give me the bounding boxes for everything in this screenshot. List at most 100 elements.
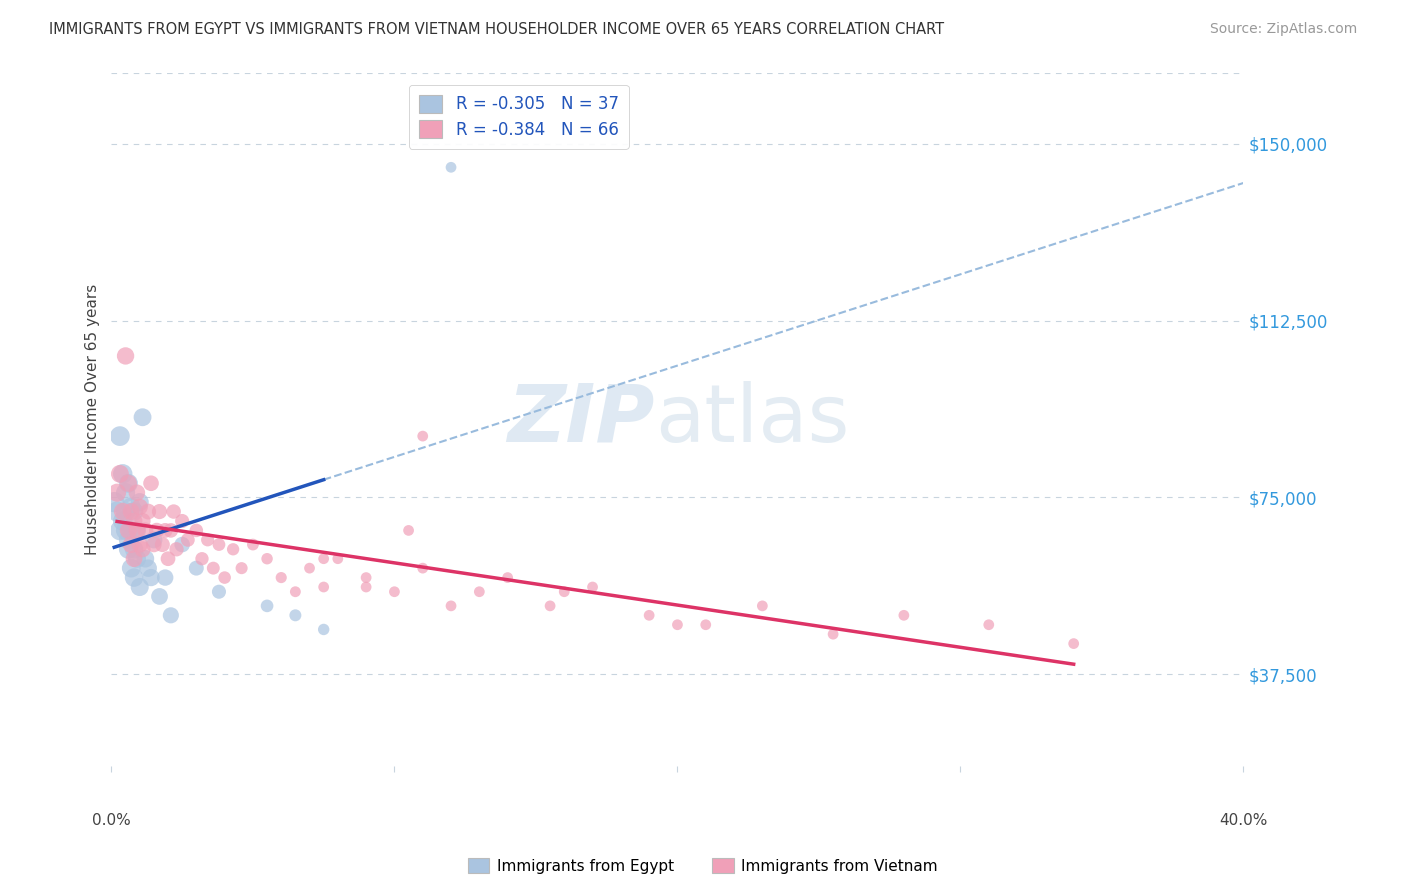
Point (553, 584, 575, 599)
Point (214, 571, 236, 585)
Point (191, 551, 214, 566)
Text: 40.0%: 40.0% (1219, 814, 1268, 829)
Point (150, 538, 173, 552)
Point (156, 551, 179, 566)
Point (114, 504, 136, 518)
Point (122, 571, 145, 585)
Point (131, 514, 153, 528)
Point (128, 580, 150, 594)
Point (298, 561, 321, 575)
Point (186, 524, 208, 538)
Point (117, 542, 139, 557)
Point (581, 580, 603, 594)
Point (468, 584, 491, 599)
Point (312, 580, 335, 594)
Point (823, 627, 845, 641)
Point (128, 495, 150, 509)
Point (893, 608, 915, 623)
Point (398, 524, 420, 538)
Point (139, 476, 162, 491)
Point (128, 500, 150, 514)
Point (122, 514, 145, 528)
Text: atlas: atlas (655, 381, 849, 458)
Point (111, 514, 134, 528)
Point (111, 467, 134, 481)
Point (117, 533, 139, 547)
Point (139, 571, 162, 585)
Point (120, 561, 142, 575)
Point (122, 551, 145, 566)
Point (977, 617, 1000, 632)
Point (117, 524, 139, 538)
Point (105, 485, 128, 500)
Point (120, 500, 142, 514)
Legend: R = -0.305   N = 37, R = -0.384   N = 66: R = -0.305 N = 37, R = -0.384 N = 66 (409, 85, 628, 149)
Point (270, 571, 292, 585)
Point (666, 617, 689, 632)
Point (148, 504, 170, 518)
Point (108, 524, 131, 538)
Point (131, 542, 153, 557)
Point (125, 551, 148, 566)
Point (751, 599, 773, 613)
Point (440, 599, 463, 613)
Point (148, 590, 170, 604)
Point (160, 608, 183, 623)
Point (638, 608, 661, 623)
Point (136, 504, 159, 518)
Point (326, 551, 349, 566)
Point (172, 514, 194, 528)
Point (136, 561, 159, 575)
Point (222, 542, 245, 557)
Point (105, 504, 128, 518)
Text: IMMIGRANTS FROM EGYPT VS IMMIGRANTS FROM VIETNAM HOUSEHOLDER INCOME OVER 65 YEAR: IMMIGRANTS FROM EGYPT VS IMMIGRANTS FROM… (49, 22, 945, 37)
Point (122, 504, 145, 518)
Y-axis label: Householder Income Over 65 years: Householder Income Over 65 years (86, 284, 100, 555)
Point (114, 524, 136, 538)
Point (177, 533, 200, 547)
Point (134, 524, 156, 538)
Legend: Immigrants from Egypt, Immigrants from Vietnam: Immigrants from Egypt, Immigrants from V… (463, 852, 943, 880)
Text: Source: ZipAtlas.com: Source: ZipAtlas.com (1209, 22, 1357, 37)
Point (172, 538, 194, 552)
Point (120, 504, 142, 518)
Point (412, 429, 434, 443)
Point (108, 467, 131, 481)
Point (114, 485, 136, 500)
Point (256, 551, 278, 566)
Point (163, 504, 186, 518)
Point (142, 533, 165, 547)
Point (284, 608, 307, 623)
Point (242, 538, 264, 552)
Point (197, 533, 219, 547)
Point (125, 485, 148, 500)
Point (695, 617, 717, 632)
Point (128, 538, 150, 552)
Point (440, 161, 463, 175)
Point (538, 599, 561, 613)
Point (284, 584, 307, 599)
Point (117, 476, 139, 491)
Point (496, 571, 519, 585)
Point (117, 476, 139, 491)
Text: ZIP: ZIP (508, 381, 655, 458)
Point (111, 504, 134, 518)
Point (120, 524, 142, 538)
Point (160, 524, 183, 538)
Point (384, 584, 406, 599)
Point (142, 538, 165, 552)
Point (145, 524, 167, 538)
Point (231, 561, 253, 575)
Point (312, 623, 335, 637)
Point (208, 538, 231, 552)
Point (134, 551, 156, 566)
Point (166, 542, 188, 557)
Point (153, 571, 176, 585)
Point (114, 349, 136, 363)
Point (354, 580, 377, 594)
Point (1063, 637, 1085, 651)
Point (354, 571, 377, 585)
Point (122, 542, 145, 557)
Point (103, 495, 125, 509)
Point (412, 561, 434, 575)
